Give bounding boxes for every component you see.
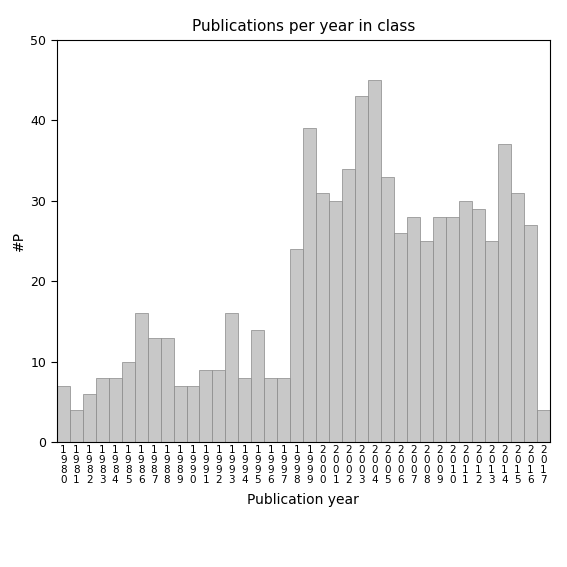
- Bar: [187, 386, 200, 442]
- Bar: [277, 378, 290, 442]
- Bar: [316, 193, 329, 442]
- Bar: [290, 249, 303, 442]
- Bar: [511, 193, 524, 442]
- Bar: [407, 217, 420, 442]
- Bar: [134, 314, 147, 442]
- Bar: [394, 233, 407, 442]
- X-axis label: Publication year: Publication year: [247, 493, 359, 507]
- Bar: [70, 410, 83, 442]
- Title: Publications per year in class: Publications per year in class: [192, 19, 415, 35]
- Bar: [251, 329, 264, 442]
- Bar: [459, 201, 472, 442]
- Bar: [200, 370, 213, 442]
- Bar: [83, 394, 96, 442]
- Bar: [329, 201, 342, 442]
- Bar: [303, 128, 316, 442]
- Bar: [147, 337, 160, 442]
- Bar: [433, 217, 446, 442]
- Bar: [485, 241, 498, 442]
- Bar: [368, 80, 381, 442]
- Bar: [226, 314, 239, 442]
- Bar: [160, 337, 174, 442]
- Bar: [174, 386, 187, 442]
- Bar: [57, 386, 70, 442]
- Bar: [537, 410, 550, 442]
- Bar: [356, 96, 368, 442]
- Bar: [121, 362, 134, 442]
- Bar: [498, 145, 511, 442]
- Bar: [109, 378, 121, 442]
- Bar: [381, 176, 394, 442]
- Bar: [239, 378, 251, 442]
- Bar: [472, 209, 485, 442]
- Bar: [420, 241, 433, 442]
- Bar: [96, 378, 109, 442]
- Bar: [213, 370, 226, 442]
- Bar: [264, 378, 277, 442]
- Bar: [524, 225, 537, 442]
- Bar: [446, 217, 459, 442]
- Y-axis label: #P: #P: [12, 231, 26, 251]
- Bar: [342, 168, 356, 442]
